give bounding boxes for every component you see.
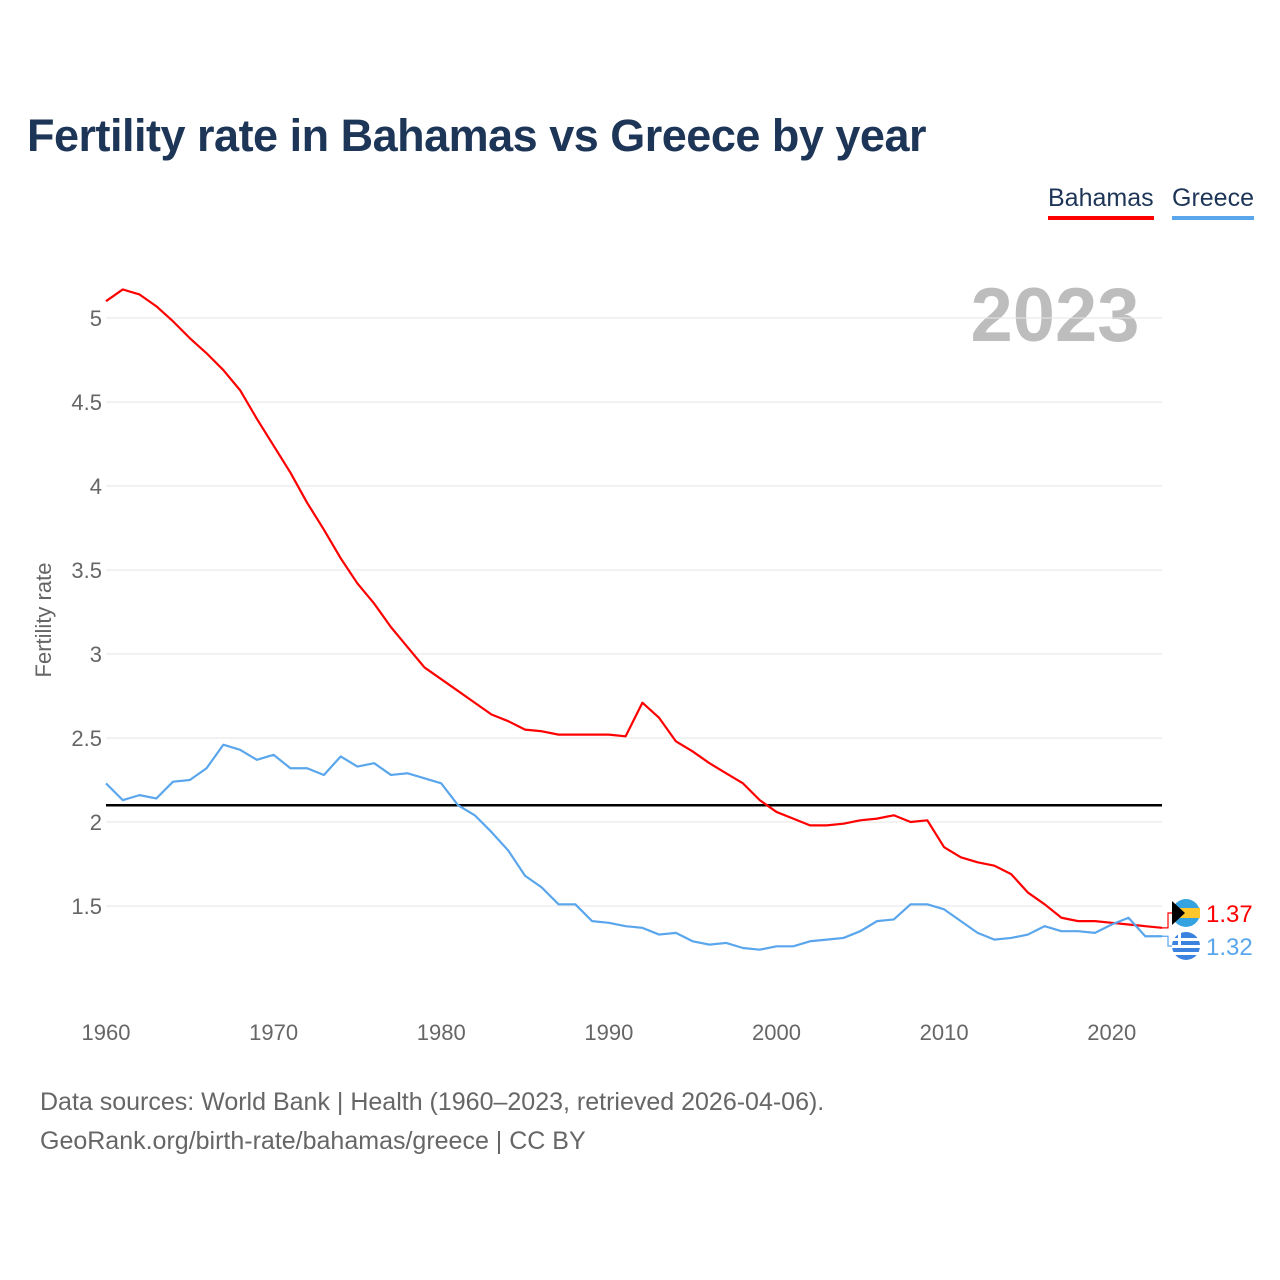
y-axis-label: Fertility rate [31, 563, 56, 678]
bahamas-flag-triangle [1172, 901, 1185, 925]
legend-bahamas[interactable]: Bahamas [1048, 184, 1154, 220]
y-tick-label: 2 [90, 810, 102, 835]
x-tick-label: 1970 [249, 1020, 298, 1045]
y-tick-label: 5 [90, 306, 102, 331]
x-tick-label: 2020 [1087, 1020, 1136, 1045]
x-tick-label: 2000 [752, 1020, 801, 1045]
year-watermark: 2023 [970, 273, 1139, 358]
end-value-label: 1.32 [1206, 934, 1253, 961]
y-tick-label: 4.5 [71, 390, 102, 415]
greece-flag-cross [1172, 938, 1187, 941]
chart-title: Fertility rate in Bahamas vs Greece by y… [27, 110, 926, 161]
end-value-label: 1.37 [1206, 901, 1253, 928]
greece-flag-stripe [1172, 952, 1200, 955]
bahamas-flag-stripe [1172, 908, 1200, 918]
footer-sources: Data sources: World Bank | Health (1960–… [40, 1088, 825, 1116]
series-line-greece [105, 743, 1162, 951]
x-tick-label: 1960 [82, 1020, 131, 1045]
y-tick-label: 1.5 [71, 894, 102, 919]
x-tick-label: 1980 [417, 1020, 466, 1045]
y-tick-label: 3.5 [71, 558, 102, 583]
y-tick-label: 4 [90, 474, 102, 499]
legend-greece[interactable]: Greece [1172, 184, 1254, 220]
greece-flag-stripe [1172, 945, 1200, 948]
y-tick-label: 2.5 [71, 726, 102, 751]
series-line-bahamas [105, 288, 1163, 929]
footer-link[interactable]: GeoRank.org/birth-rate/bahamas/greece | … [40, 1127, 586, 1155]
x-tick-label: 1990 [584, 1020, 633, 1045]
x-tick-label: 2010 [920, 1020, 969, 1045]
y-tick-label: 3 [90, 642, 102, 667]
